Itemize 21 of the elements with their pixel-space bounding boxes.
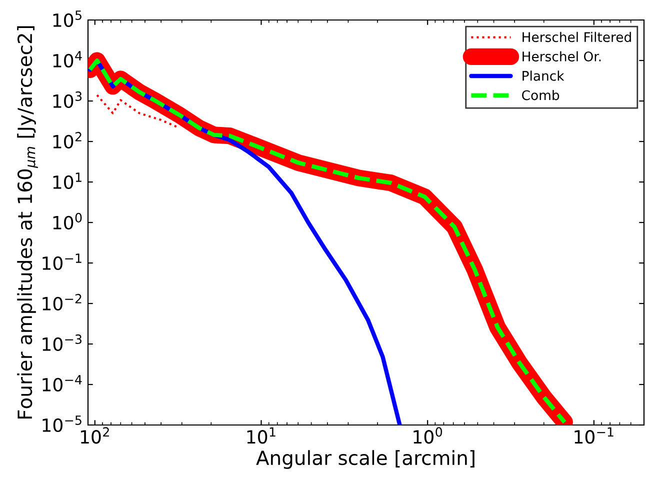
y-tick-label: 10$^{0}$	[53, 212, 82, 230]
y-tick-label: 10$^{−2}$	[42, 294, 82, 310]
legend-label: Herschel Or.	[522, 51, 601, 62]
x-tick-label: 10$^{2}$	[80, 427, 109, 444]
y-tick-label: 10$^{5}$	[53, 10, 82, 27]
legend-label: Comb	[522, 90, 560, 100]
legend-label: Herschel Filtered	[522, 32, 631, 42]
x-axis-title: Angular scale [arcmin]	[256, 450, 474, 469]
y-tick-label: 10$^{4}$	[53, 51, 82, 68]
y-tick-label: 10$^{−3}$	[42, 334, 82, 351]
y-tick-label: 10$^{2}$	[53, 132, 82, 148]
x-tick-label: 10$^{1}$	[247, 427, 276, 444]
y-tick-label: 10$^{3}$	[53, 91, 82, 108]
y-tick-label: 10$^{−5}$	[42, 416, 82, 432]
y-tick-label: 10$^{1}$	[53, 172, 82, 189]
y-tick-label: 10$^{−4}$	[42, 375, 82, 392]
x-tick-label: 10$^{0}$	[414, 427, 442, 444]
legend-label: Planck	[522, 70, 564, 81]
y-tick-label: 10$^{−1}$	[42, 254, 82, 270]
x-tick-label: 10$^{−1}$	[574, 427, 614, 444]
y-axis-title: Fourier amplitudes at 160$_{μm}$ [Jy/arcsec2]	[17, 26, 38, 419]
